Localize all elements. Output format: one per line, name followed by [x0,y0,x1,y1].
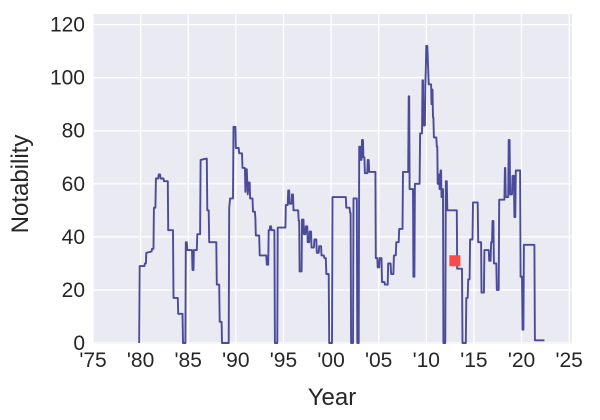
data-line [138,44,545,344]
y-tick-label: 40 [62,226,85,249]
x-tick-label: '00 [317,349,344,372]
y-tick-label: 80 [62,120,85,143]
y-tick-label: 0 [73,332,85,355]
x-tick-label: '15 [460,349,487,372]
x-tick-label: '80 [127,349,154,372]
x-tick-label: '90 [222,349,249,372]
highlight-marker [449,255,461,267]
x-tick-label: '05 [365,349,392,372]
y-tick-label: 100 [50,67,85,90]
x-tick-label: '25 [555,349,582,372]
x-tick-label: '95 [270,349,297,372]
y-tick-label: 120 [50,14,85,37]
x-tick-label: '85 [175,349,202,372]
x-tick-label: '75 [79,349,106,372]
x-tick-label: '10 [413,349,440,372]
y-tick-label: 60 [62,173,85,196]
y-tick-label: 20 [62,279,85,302]
x-axis-label: Year [307,384,357,411]
x-tick-label: '20 [508,349,535,372]
y-axis-label: Notability [7,134,34,234]
